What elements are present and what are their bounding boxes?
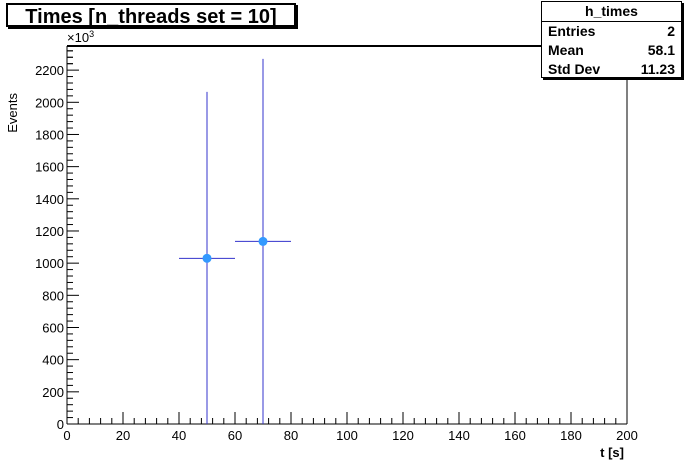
y-tick-label: 200	[42, 385, 64, 400]
stats-title: h_times	[542, 2, 681, 22]
y-tick-label: 2200	[35, 63, 64, 78]
x-tick-label: 100	[336, 428, 358, 443]
y-tick-label: 600	[42, 320, 64, 335]
y-tick-label: 400	[42, 353, 64, 368]
stats-value: 2	[667, 23, 675, 39]
y-tick-label: 1200	[35, 224, 64, 239]
x-tick-label: 200	[616, 428, 638, 443]
y-tick-label: 1000	[35, 256, 64, 271]
data-point	[258, 236, 268, 246]
y-exponent-label: ×103	[67, 29, 94, 45]
stats-value: 11.23	[640, 61, 675, 77]
x-tick-label: 140	[448, 428, 470, 443]
x-tick-label: 180	[560, 428, 582, 443]
y-tick-label: 1800	[35, 127, 64, 142]
y-axis-label: Events	[5, 93, 20, 133]
x-tick-label: 160	[504, 428, 526, 443]
stats-value: 58.1	[647, 42, 675, 58]
data-point	[202, 253, 212, 263]
stats-row-mean: Mean 58.1	[542, 41, 681, 60]
x-tick-label: 60	[228, 428, 242, 443]
x-tick-label: 80	[284, 428, 298, 443]
y-tick-label: 1400	[35, 192, 64, 207]
chart-title: Times [n_threads set = 10]	[6, 3, 296, 28]
stats-row-stddev: Std Dev 11.23	[542, 60, 681, 79]
stats-row-entries: Entries 2	[542, 22, 681, 41]
y-tick-label: 2000	[35, 95, 64, 110]
stats-label: Entries	[548, 23, 596, 39]
y-tick-label: 800	[42, 288, 64, 303]
x-tick-label: 40	[172, 428, 186, 443]
x-tick-label: 120	[392, 428, 414, 443]
x-tick-label: 0	[63, 428, 70, 443]
x-tick-label: 20	[116, 428, 130, 443]
y-tick-label: 1600	[35, 160, 64, 175]
y-tick-label: 0	[57, 417, 64, 432]
stats-label: Std Dev	[548, 61, 601, 77]
stats-label: Mean	[548, 42, 584, 58]
x-axis-label: t [s]	[600, 445, 624, 460]
stats-box: h_times Entries 2 Mean 58.1 Std Dev 11.2…	[541, 1, 682, 78]
